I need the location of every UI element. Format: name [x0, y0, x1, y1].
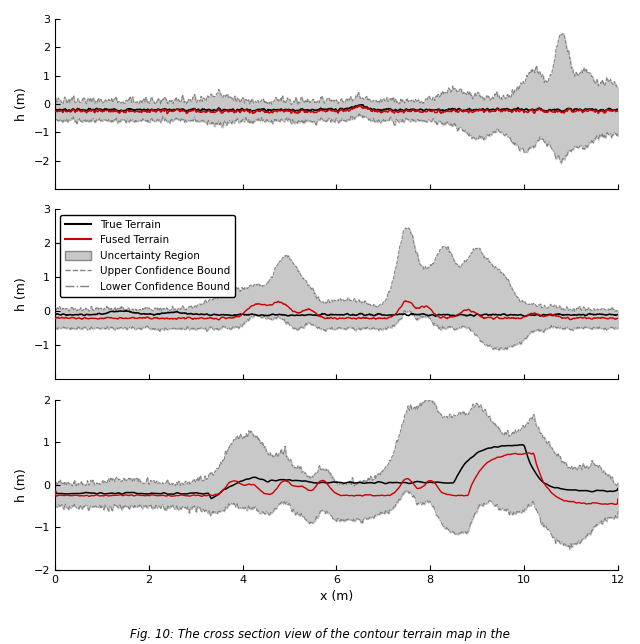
Text: Fig. 10: The cross section view of the contour terrain map in the: Fig. 10: The cross section view of the c…: [130, 628, 510, 641]
Legend: True Terrain, Fused Terrain, Uncertainty Region, Upper Confidence Bound, Lower C: True Terrain, Fused Terrain, Uncertainty…: [60, 214, 235, 297]
X-axis label: x (m): x (m): [320, 591, 353, 603]
Y-axis label: h (m): h (m): [15, 468, 28, 502]
Y-axis label: h (m): h (m): [15, 87, 28, 121]
Y-axis label: h (m): h (m): [15, 278, 28, 311]
